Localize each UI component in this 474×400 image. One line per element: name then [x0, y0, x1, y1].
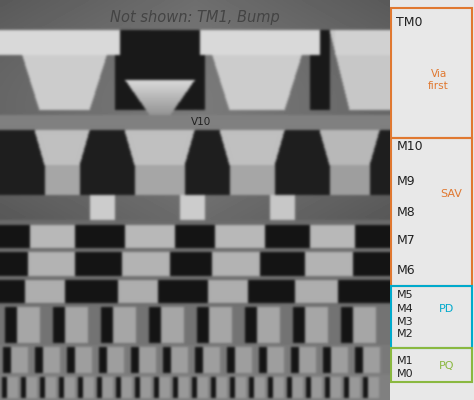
- Text: M7: M7: [396, 234, 415, 247]
- Text: M6: M6: [396, 264, 415, 276]
- Text: PD: PD: [438, 304, 454, 314]
- Text: PQ: PQ: [438, 362, 454, 371]
- Bar: [392, 348, 472, 382]
- Text: SAV: SAV: [440, 189, 462, 199]
- Text: TM0: TM0: [396, 16, 423, 28]
- Text: V10: V10: [191, 117, 211, 127]
- Text: Not shown: TM1, Bump: Not shown: TM1, Bump: [110, 10, 280, 25]
- Text: M0: M0: [396, 369, 413, 378]
- Text: M9: M9: [396, 176, 415, 188]
- Text: M2: M2: [396, 330, 413, 339]
- Text: M3: M3: [396, 317, 413, 326]
- Bar: [392, 138, 472, 286]
- Text: Via
first: Via first: [428, 69, 449, 91]
- Text: M10: M10: [396, 140, 423, 152]
- Bar: [392, 8, 472, 138]
- Bar: [392, 286, 472, 348]
- Text: M1: M1: [396, 356, 413, 366]
- Text: M8: M8: [396, 206, 415, 219]
- Text: M5: M5: [396, 290, 413, 300]
- Text: M4: M4: [396, 304, 413, 314]
